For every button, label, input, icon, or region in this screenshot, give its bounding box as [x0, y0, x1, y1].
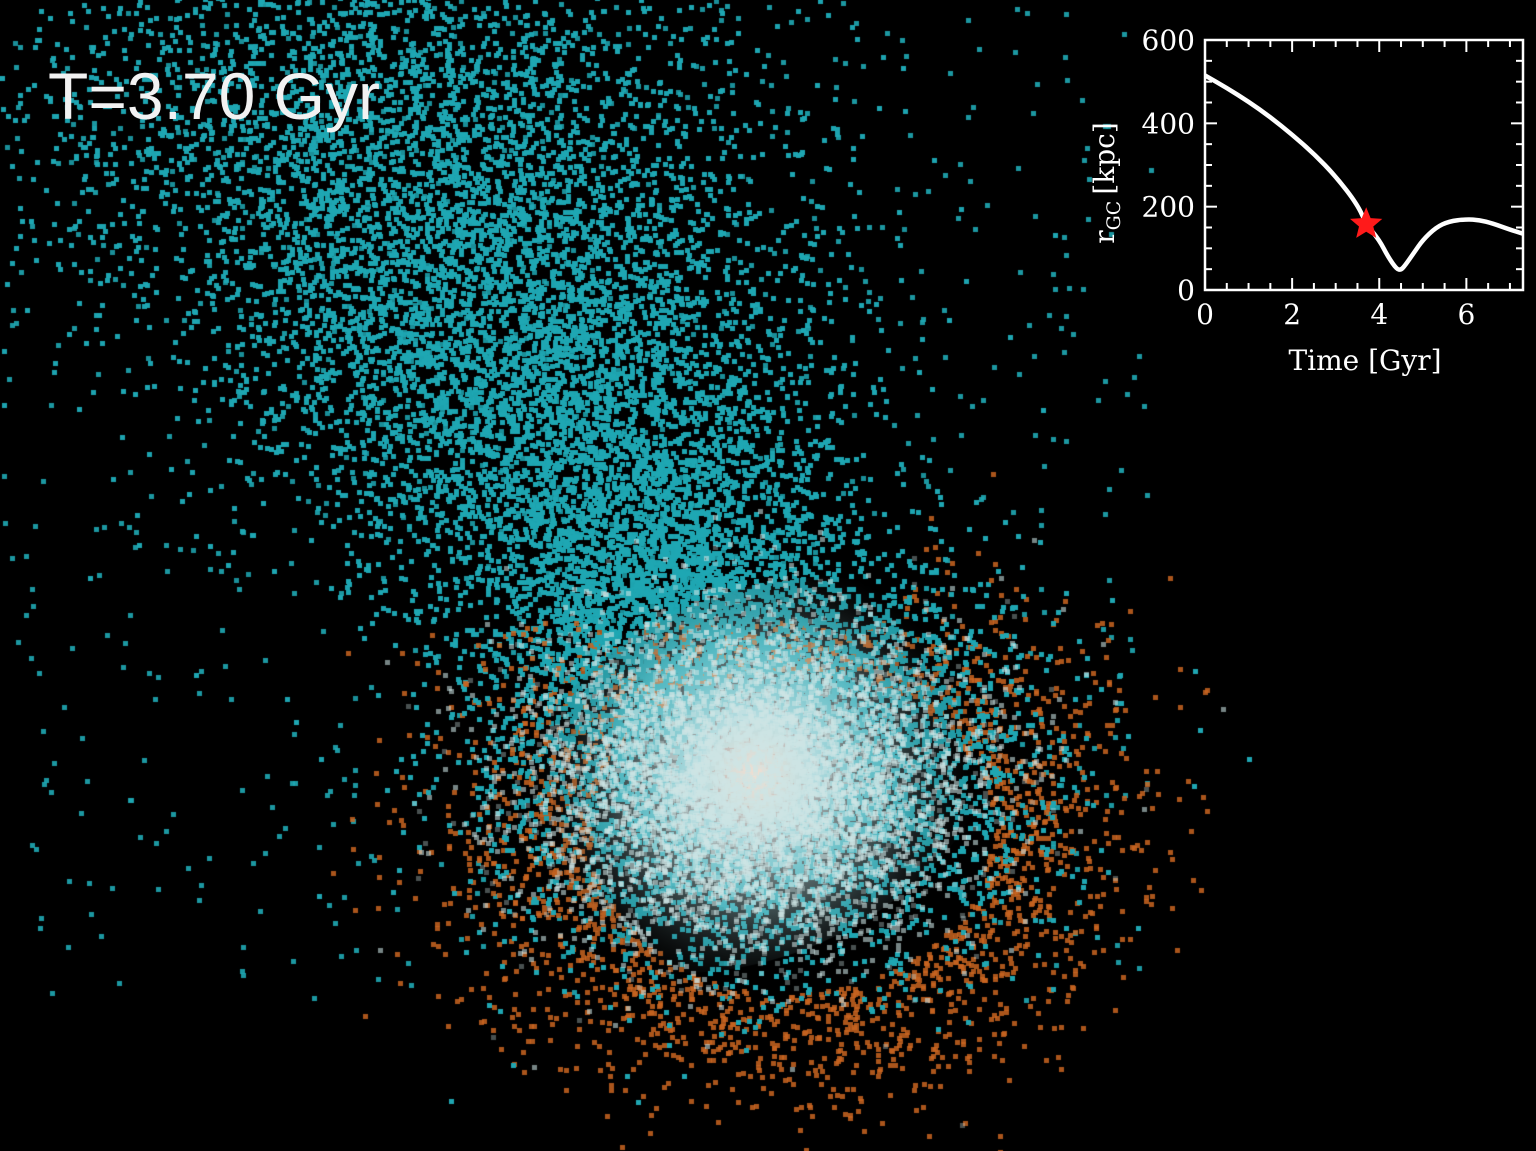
x-axis-label: Time [Gyr]: [1288, 344, 1441, 377]
y-tick-label: 200: [1142, 191, 1195, 224]
y-axis-label-sub: GC: [1103, 201, 1125, 231]
time-label: T=3.70 Gyr: [48, 59, 380, 133]
y-axis-label-main: r: [1088, 230, 1121, 244]
svg-text:rGC[kpc]: rGC [kpc]: [1088, 122, 1125, 244]
x-tick-label: 2: [1283, 298, 1301, 331]
plot-area: 0 2 4 6 0 200 400 600: [1142, 24, 1525, 331]
orbit-line: [1203, 73, 1524, 272]
x-tick-label: 6: [1457, 298, 1475, 331]
orbit-inset-chart: 0 2 4 6 0 200 400 600 Time [Gyr] rGC [kpc]: [1088, 24, 1525, 377]
y-tick-label: 0: [1177, 274, 1195, 307]
x-tick-label: 4: [1370, 298, 1388, 331]
y-tick-label: 400: [1142, 107, 1195, 140]
current-time-star-marker: [1350, 207, 1383, 238]
y-axis-label: rGC [kpc]: [1088, 122, 1125, 244]
plot-frame: [1203, 38, 1525, 292]
y-tick-label: 600: [1142, 24, 1195, 57]
y-axis-label-unit: [kpc]: [1088, 122, 1121, 194]
x-tick-label: 0: [1196, 298, 1214, 331]
